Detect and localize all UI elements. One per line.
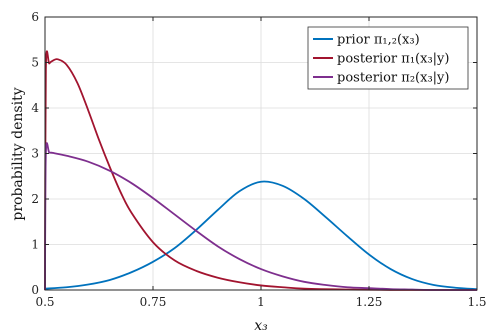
y-axis-label: probability density xyxy=(10,87,26,220)
y-tick-label-6: 6 xyxy=(31,10,39,24)
legend-label-0: prior π₁,₂(x₃) xyxy=(337,33,420,48)
legend-label-2: posterior π₂(x₃|y) xyxy=(337,71,449,86)
legend-label-1: posterior π₁(x₃|y) xyxy=(337,52,449,67)
x-tick-label-4: 1.5 xyxy=(467,295,486,309)
x-axis-label: x₃ xyxy=(254,318,268,334)
x-tick-label-2: 1 xyxy=(257,295,265,309)
y-tick-label-0: 0 xyxy=(31,283,39,297)
y-tick-label-1: 1 xyxy=(31,238,39,252)
x-tick-label-1: 0.75 xyxy=(140,295,167,309)
legend: prior π₁,₂(x₃) posterior π₁(x₃|y) posterio… xyxy=(308,27,468,89)
y-tick-label-2: 2 xyxy=(31,192,39,206)
x-tick-label-3: 1.25 xyxy=(356,295,383,309)
y-tick-label-3: 3 xyxy=(31,147,39,161)
x-tick-label-0: 0.5 xyxy=(35,295,54,309)
y-tick-label-4: 4 xyxy=(31,101,39,115)
y-tick-label-5: 5 xyxy=(31,56,39,70)
